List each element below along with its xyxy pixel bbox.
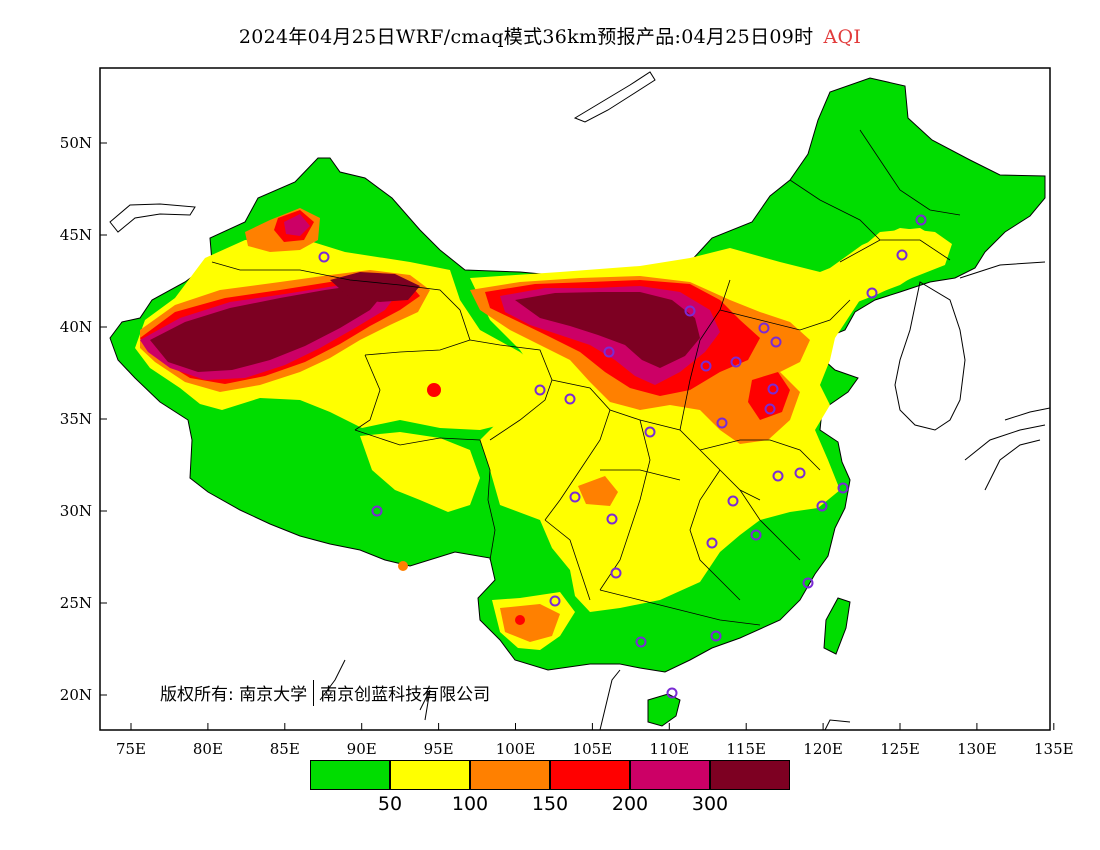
copyright-part1: 版权所有: 南京大学 (160, 685, 308, 705)
longitude-axis: 75E 80E 85E 90E 95E 100E 105E 110E 115E 120E 125E 1… (116, 723, 1074, 758)
legend-swatch (310, 760, 390, 790)
station-marker (706, 537, 718, 549)
station-marker (764, 403, 776, 415)
lon-tick-label: 95E (424, 740, 454, 758)
lon-tick-label: 90E (347, 740, 377, 758)
latitude-axis: 50N 45N 40N 35N 30N 25N 20N (60, 134, 107, 704)
station-marker (603, 346, 615, 358)
aqi-hazardous-junggar-ring (330, 272, 420, 302)
lat-tick-label: 35N (60, 410, 92, 428)
lon-tick-label: 120E (803, 740, 843, 758)
station-marker (710, 630, 722, 642)
taiwan-island (823, 597, 851, 655)
station-marker (700, 360, 712, 372)
lat-tick-label: 50N (60, 134, 92, 152)
station-marker (666, 687, 678, 699)
legend-swatch (710, 760, 790, 790)
lon-tick-label: 130E (957, 740, 997, 758)
lon-tick-label: 105E (573, 740, 613, 758)
station-marker (915, 214, 927, 226)
copyright-part2: 南京创蓝科技有限公司 (320, 685, 491, 705)
station-marker (644, 426, 656, 438)
station-marker (727, 495, 739, 507)
aqi-moderate-tibet-east (360, 432, 480, 512)
legend-swatch (550, 760, 630, 790)
station-marker (635, 636, 647, 648)
legend-label: 200 (611, 793, 649, 815)
legend-label: 150 (531, 793, 569, 815)
legend-label: 50 (377, 793, 403, 815)
station-marker (684, 305, 696, 317)
aqi-moderate-northeast (830, 228, 952, 305)
hainan-island (647, 693, 681, 727)
neighbor-outlines (109, 71, 1050, 730)
station-marker (606, 513, 618, 525)
aqi-hotspot-yunnan (515, 615, 525, 625)
lon-tick-label: 100E (496, 740, 536, 758)
legend-swatch (390, 760, 470, 790)
station-marker (564, 393, 576, 405)
legend-swatch (470, 760, 550, 790)
station-marker (770, 336, 782, 348)
province-boundaries (211, 129, 961, 626)
aqi-sensitive-yunnan (500, 604, 560, 642)
lat-tick-label: 40N (60, 318, 92, 336)
copyright-note: 版权所有: 南京大学 南京创蓝科技有限公司 (160, 680, 490, 706)
lon-tick-label: 125E (880, 740, 920, 758)
title-main: 2024年04月25日WRF/cmaq模式36km预报产品:04月25日09时 (238, 26, 814, 48)
legend-swatch (630, 760, 710, 790)
station-marker (767, 383, 779, 395)
lon-tick-label: 115E (726, 740, 766, 758)
lon-tick-label: 75E (116, 740, 146, 758)
lon-tick-label: 85E (270, 740, 300, 758)
station-marker (896, 249, 908, 261)
lat-tick-label: 25N (60, 594, 92, 612)
lat-tick-label: 20N (60, 686, 92, 704)
aqi-hazardous-north (515, 292, 700, 368)
station-marker (716, 417, 728, 429)
aqi-unhealthy-shandong (748, 372, 790, 420)
station-marker (772, 470, 784, 482)
station-marker (758, 322, 770, 334)
station-marker (371, 505, 383, 517)
station-marker (318, 251, 330, 263)
station-marker (534, 384, 546, 396)
station-marker (837, 482, 849, 494)
lon-tick-label: 135E (1034, 740, 1074, 758)
map-frame (99, 67, 1051, 731)
lon-tick-label: 110E (650, 740, 690, 758)
station-marker (866, 287, 878, 299)
lon-tick-label: 80E (193, 740, 223, 758)
station-markers (318, 214, 927, 699)
station-marker (610, 567, 622, 579)
copyright-separator (313, 680, 315, 706)
station-marker (802, 577, 814, 589)
aqi-sensitive-sichuan (578, 476, 618, 506)
station-marker (569, 491, 581, 503)
legend-label: 100 (451, 793, 489, 815)
station-marker (750, 529, 762, 541)
map-layers (109, 71, 1050, 730)
aqi-hazardous-tarim (150, 285, 385, 372)
station-marker (816, 500, 828, 512)
station-marker (730, 356, 742, 368)
station-marker (549, 595, 561, 607)
aqi-very-unhealthy-dzungaria (284, 214, 310, 236)
legend-label: 300 (691, 793, 729, 815)
aqi-hotspot-tibet (398, 561, 408, 571)
station-marker (794, 467, 806, 479)
map-title: 2024年04月25日WRF/cmaq模式36km预报产品:04月25日09时 A… (0, 22, 1100, 49)
title-variable: AQI (823, 26, 862, 48)
lat-tick-label: 30N (60, 502, 92, 520)
lat-tick-label: 45N (60, 226, 92, 244)
aqi-hotspot-qinghai (427, 383, 441, 397)
